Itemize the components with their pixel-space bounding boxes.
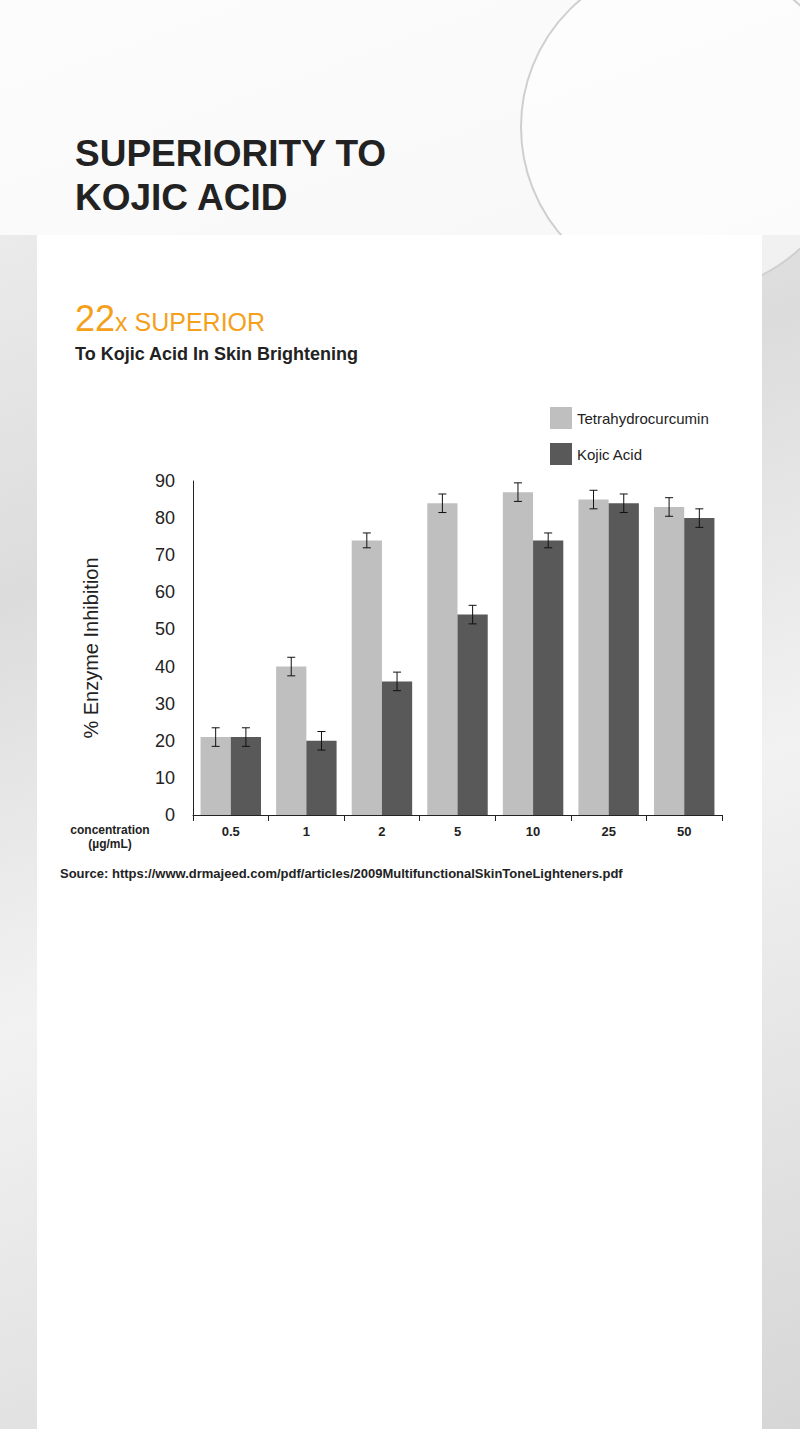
svg-text:concentration: concentration [70,823,149,837]
svg-text:% Enzyme Inhibition: % Enzyme Inhibition [80,557,102,738]
svg-text:25: 25 [601,824,615,839]
svg-text:30: 30 [155,694,175,714]
svg-text:1: 1 [303,824,310,839]
svg-text:Tetrahydrocurcumin: Tetrahydrocurcumin [577,410,709,427]
svg-text:50: 50 [677,824,691,839]
svg-text:Kojic Acid: Kojic Acid [577,446,642,463]
svg-text:(µg/mL): (µg/mL) [88,837,132,851]
svg-text:0.5: 0.5 [222,824,240,839]
html-text:22x SUPERIOR: 22x SUPERIOR [75,298,266,339]
svg-text:50: 50 [155,619,175,639]
svg-text:0: 0 [165,805,175,825]
svg-text:20: 20 [155,731,175,751]
html-text:SUPERIORITY TO KOJIC ACID: SUPERIORITY TO KOJIC ACID [75,133,387,219]
svg-text:80: 80 [155,508,175,528]
svg-text:90: 90 [155,471,175,491]
svg-text:60: 60 [155,582,175,602]
svg-text:70: 70 [155,545,175,565]
svg-text:10: 10 [526,824,540,839]
svg-text:2: 2 [378,824,385,839]
svg-text:10: 10 [155,768,175,788]
svg-text:40: 40 [155,657,175,677]
svg-text:5: 5 [454,824,461,839]
html-text:To Kojic Acid In Skin Brighten: To Kojic Acid In Skin Brightening [75,344,358,364]
html-text:Source: https://www.drmajeed.c: Source: https://www.drmajeed.com/pdf/art… [60,866,623,881]
